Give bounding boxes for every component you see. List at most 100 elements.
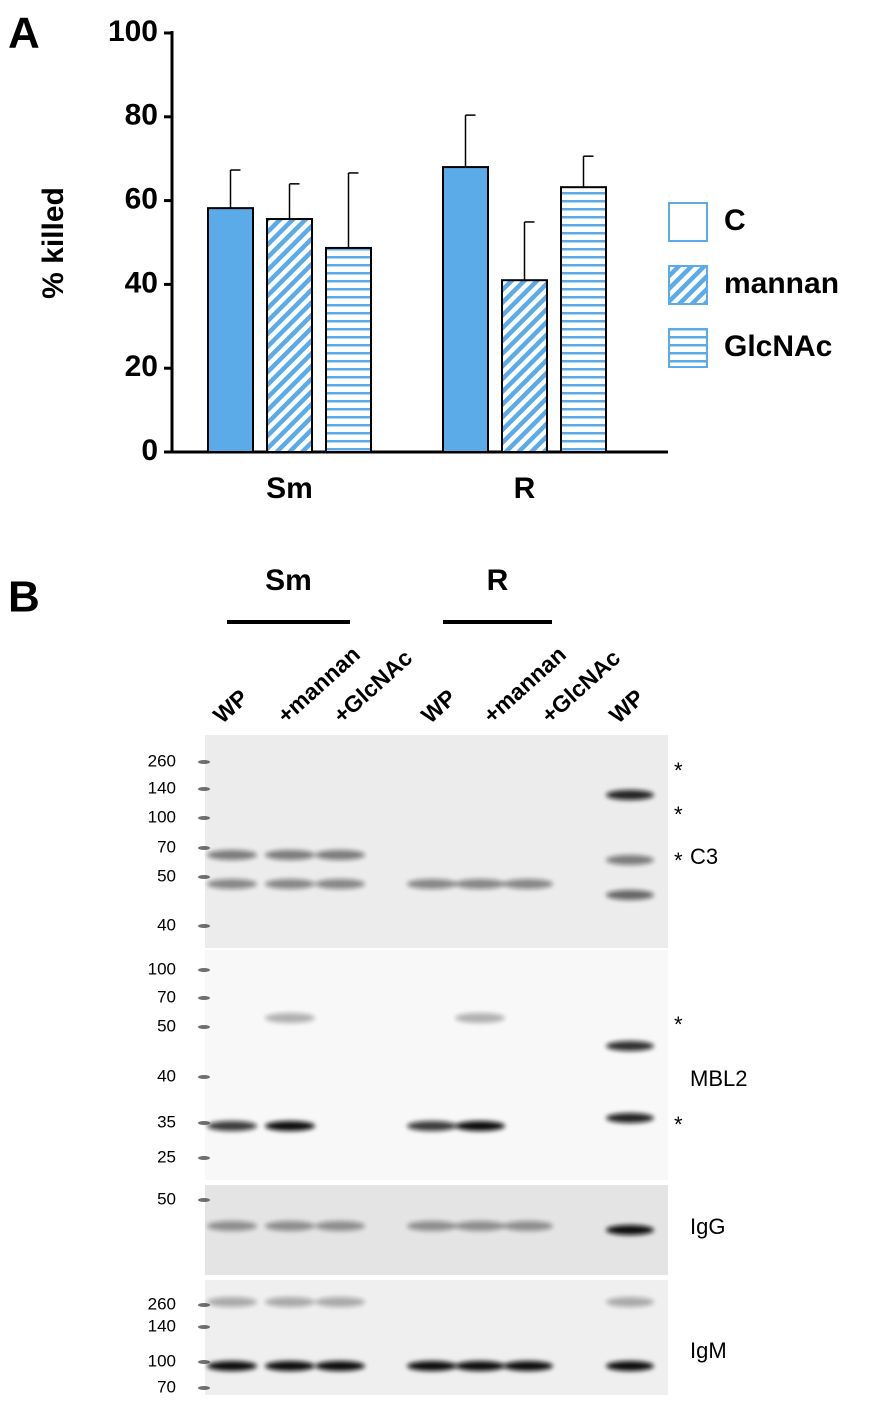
bar — [266, 218, 313, 453]
star: * — [674, 802, 683, 827]
band — [407, 1121, 457, 1131]
band — [265, 1221, 315, 1231]
marker-band — [198, 1121, 210, 1125]
x-tick-label: R — [514, 472, 536, 505]
bar — [325, 246, 372, 453]
lane-label: WP — [208, 684, 253, 728]
y-tick-label: 0 — [141, 434, 158, 467]
band — [606, 890, 654, 900]
band — [503, 879, 553, 889]
marker-band — [198, 1325, 210, 1329]
band — [315, 1361, 365, 1371]
band — [265, 1297, 315, 1307]
band — [265, 1361, 315, 1371]
marker-label: 70 — [157, 837, 176, 856]
band — [503, 1221, 553, 1231]
marker-band — [198, 787, 210, 791]
band — [265, 1013, 315, 1023]
marker-band — [198, 996, 210, 1000]
band — [407, 879, 457, 889]
marker-band — [198, 1198, 210, 1202]
blot — [205, 1280, 668, 1395]
y-tick-label: 40 — [125, 266, 158, 299]
marker-label: 40 — [157, 1066, 176, 1085]
blot-label: MBL2 — [690, 1066, 747, 1091]
marker-band — [198, 875, 210, 879]
bar — [501, 279, 548, 453]
star: * — [674, 1012, 683, 1037]
marker-band — [198, 846, 210, 850]
band — [455, 1121, 505, 1131]
bar — [560, 186, 607, 454]
marker-label: 70 — [157, 987, 176, 1006]
group-label: Sm — [265, 564, 312, 597]
marker-band — [198, 816, 210, 820]
marker-label: 40 — [157, 915, 176, 934]
x-tick-label: Sm — [266, 472, 313, 505]
marker-label: 140 — [148, 1316, 176, 1335]
marker-band — [198, 1025, 210, 1029]
legend-swatch — [668, 265, 708, 305]
y-tick-label: 20 — [125, 350, 158, 383]
star: * — [674, 758, 683, 783]
marker-label: 260 — [148, 751, 176, 770]
marker-band — [198, 1075, 210, 1079]
band — [455, 1361, 505, 1371]
band — [606, 1297, 654, 1307]
band — [265, 1121, 315, 1131]
legend-label: GlcNAc — [724, 330, 832, 363]
band — [606, 855, 654, 865]
marker-label: 50 — [157, 1189, 176, 1208]
panel-label: B — [8, 573, 40, 622]
marker-label: 50 — [157, 866, 176, 885]
lane-label: WP — [604, 684, 649, 728]
band — [315, 1221, 365, 1231]
marker-band — [198, 924, 210, 928]
band — [315, 879, 365, 889]
marker-label: 25 — [157, 1147, 176, 1166]
bar — [442, 166, 489, 454]
blot-label: IgM — [690, 1338, 727, 1363]
marker-label: 100 — [148, 959, 176, 978]
band — [207, 1361, 257, 1371]
panel-label: A — [8, 9, 40, 58]
group-label: R — [487, 564, 509, 597]
legend-label: mannan — [724, 267, 839, 300]
band — [503, 1361, 553, 1371]
marker-label: 50 — [157, 1016, 176, 1035]
bar — [207, 207, 254, 453]
band — [265, 879, 315, 889]
band — [455, 1221, 505, 1231]
marker-label: 260 — [148, 1294, 176, 1313]
band — [207, 850, 257, 860]
marker-band — [198, 760, 210, 764]
marker-label: 35 — [157, 1112, 176, 1131]
band — [606, 1361, 654, 1371]
marker-label: 140 — [148, 778, 176, 797]
band — [606, 1225, 654, 1235]
blot-label: C3 — [690, 844, 718, 869]
band — [315, 850, 365, 860]
marker-band — [198, 968, 210, 972]
blot — [205, 950, 668, 1180]
y-tick-label: 60 — [125, 183, 158, 216]
blot — [205, 735, 668, 948]
legend-swatch — [668, 328, 708, 368]
band — [455, 1013, 505, 1023]
band — [207, 1121, 257, 1131]
lane-label: WP — [416, 684, 461, 728]
band — [606, 1041, 654, 1051]
band — [606, 1113, 654, 1123]
band — [315, 1297, 365, 1307]
legend-swatch — [668, 202, 708, 242]
y-tick-label: 80 — [125, 99, 158, 132]
band — [207, 879, 257, 889]
star: * — [674, 1112, 683, 1137]
marker-label: 100 — [148, 807, 176, 826]
blot-label: IgG — [690, 1214, 725, 1239]
marker-band — [198, 1386, 210, 1390]
star: * — [674, 848, 683, 873]
band — [407, 1221, 457, 1231]
legend-label: C — [724, 204, 746, 237]
